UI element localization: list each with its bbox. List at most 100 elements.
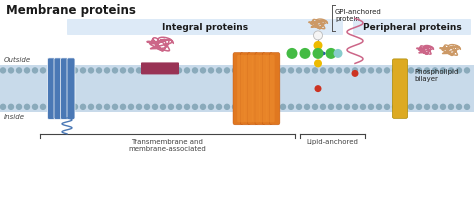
Circle shape: [153, 104, 157, 109]
Circle shape: [313, 31, 322, 40]
Circle shape: [217, 68, 221, 73]
Circle shape: [281, 104, 285, 109]
Circle shape: [128, 68, 134, 73]
Circle shape: [209, 68, 213, 73]
Circle shape: [104, 104, 109, 109]
Circle shape: [120, 68, 126, 73]
Circle shape: [40, 104, 46, 109]
FancyBboxPatch shape: [392, 59, 408, 118]
Circle shape: [273, 104, 277, 109]
Circle shape: [209, 104, 213, 109]
Circle shape: [361, 104, 365, 109]
Circle shape: [264, 68, 270, 73]
Circle shape: [89, 68, 93, 73]
Circle shape: [417, 104, 421, 109]
Text: Inside: Inside: [4, 114, 25, 120]
Circle shape: [392, 104, 398, 109]
Circle shape: [233, 68, 237, 73]
Circle shape: [233, 104, 237, 109]
Circle shape: [432, 68, 438, 73]
Circle shape: [320, 68, 326, 73]
Circle shape: [352, 70, 358, 77]
Circle shape: [48, 68, 54, 73]
Circle shape: [112, 104, 118, 109]
Circle shape: [376, 104, 382, 109]
Circle shape: [315, 85, 321, 92]
Circle shape: [168, 104, 173, 109]
Circle shape: [313, 41, 322, 50]
FancyBboxPatch shape: [61, 58, 68, 119]
Text: Transmembrane and
membrane-associated: Transmembrane and membrane-associated: [128, 139, 206, 152]
Text: Phospholipid
bilayer: Phospholipid bilayer: [414, 69, 458, 83]
Circle shape: [312, 48, 323, 59]
Circle shape: [25, 68, 29, 73]
Circle shape: [104, 68, 109, 73]
Circle shape: [145, 68, 149, 73]
Circle shape: [176, 104, 182, 109]
Circle shape: [33, 104, 37, 109]
FancyBboxPatch shape: [259, 55, 267, 122]
Circle shape: [192, 104, 198, 109]
Circle shape: [286, 48, 298, 59]
FancyBboxPatch shape: [54, 58, 62, 119]
Text: Membrane proteins: Membrane proteins: [6, 4, 136, 17]
FancyBboxPatch shape: [67, 58, 75, 119]
Circle shape: [425, 104, 429, 109]
FancyBboxPatch shape: [252, 55, 260, 122]
Circle shape: [345, 68, 349, 73]
Circle shape: [264, 104, 270, 109]
Circle shape: [161, 104, 165, 109]
FancyBboxPatch shape: [266, 55, 274, 122]
FancyBboxPatch shape: [47, 58, 55, 119]
Circle shape: [289, 68, 293, 73]
Circle shape: [448, 68, 454, 73]
Circle shape: [168, 68, 173, 73]
Circle shape: [97, 68, 101, 73]
Circle shape: [217, 104, 221, 109]
Circle shape: [304, 68, 310, 73]
Circle shape: [401, 68, 405, 73]
Circle shape: [0, 104, 6, 109]
Text: Peripheral proteins: Peripheral proteins: [363, 23, 461, 31]
Circle shape: [256, 104, 262, 109]
Circle shape: [112, 68, 118, 73]
Circle shape: [48, 104, 54, 109]
Circle shape: [328, 104, 334, 109]
Circle shape: [465, 104, 470, 109]
Circle shape: [64, 68, 70, 73]
Circle shape: [432, 104, 438, 109]
Circle shape: [304, 104, 310, 109]
Circle shape: [89, 104, 93, 109]
Circle shape: [368, 104, 374, 109]
Circle shape: [465, 68, 470, 73]
Circle shape: [97, 104, 101, 109]
Circle shape: [56, 104, 62, 109]
Circle shape: [326, 48, 337, 59]
Circle shape: [81, 104, 85, 109]
Circle shape: [184, 104, 190, 109]
Circle shape: [25, 104, 29, 109]
Circle shape: [56, 68, 62, 73]
Circle shape: [161, 68, 165, 73]
Circle shape: [17, 104, 21, 109]
Circle shape: [225, 104, 229, 109]
FancyBboxPatch shape: [262, 52, 273, 125]
Circle shape: [392, 68, 398, 73]
Circle shape: [440, 104, 446, 109]
Circle shape: [256, 68, 262, 73]
Circle shape: [312, 104, 318, 109]
Circle shape: [145, 104, 149, 109]
Circle shape: [0, 68, 6, 73]
Circle shape: [248, 104, 254, 109]
Circle shape: [273, 68, 277, 73]
Circle shape: [240, 68, 246, 73]
Circle shape: [384, 104, 390, 109]
Circle shape: [297, 68, 301, 73]
Circle shape: [153, 68, 157, 73]
Text: GPI-anchored
protein: GPI-anchored protein: [335, 9, 382, 22]
Text: Lipid-anchored: Lipid-anchored: [307, 139, 358, 145]
Bar: [0, 65, 474, 112]
Circle shape: [368, 68, 374, 73]
FancyBboxPatch shape: [233, 52, 243, 125]
Circle shape: [9, 68, 13, 73]
